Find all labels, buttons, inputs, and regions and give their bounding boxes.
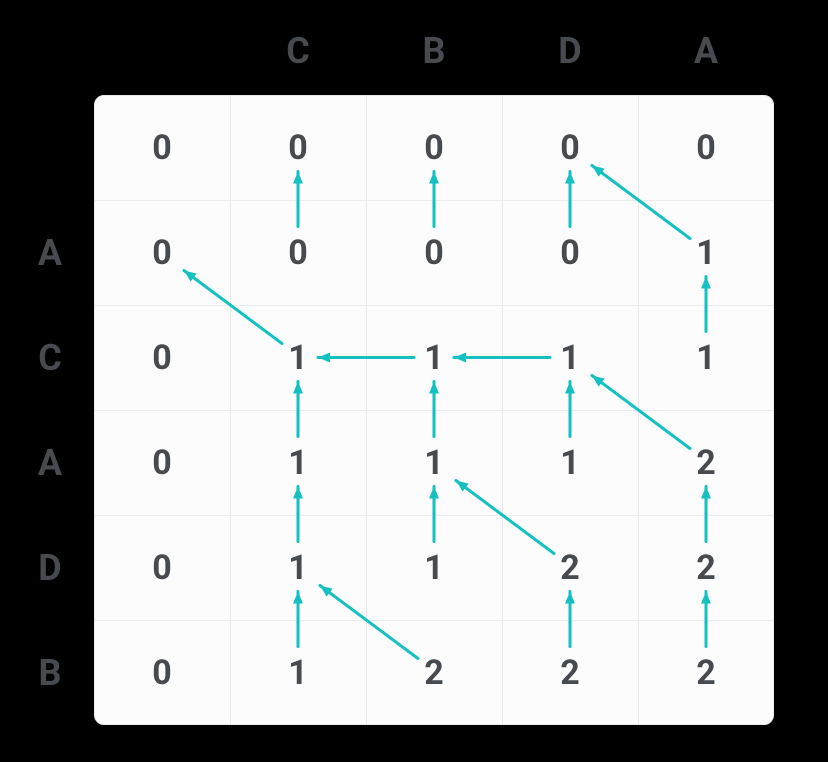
table-cell: 1 <box>424 443 444 483</box>
table-cell: 0 <box>560 233 580 273</box>
table-cell: 1 <box>424 548 444 588</box>
table-cell: 0 <box>424 233 444 273</box>
row-header: D <box>38 547 61 589</box>
table-cell: 1 <box>560 443 580 483</box>
grid-line-horizontal <box>94 620 774 621</box>
table-cell: 0 <box>288 128 308 168</box>
grid-line-horizontal <box>94 305 774 306</box>
table-cell: 0 <box>696 128 716 168</box>
table-cell: 2 <box>560 653 580 693</box>
grid-line-horizontal <box>94 410 774 411</box>
table-cell: 1 <box>560 338 580 378</box>
table-cell: 2 <box>696 653 716 693</box>
table-cell: 0 <box>152 128 172 168</box>
table-cell: 1 <box>288 338 308 378</box>
table-cell: 0 <box>288 233 308 273</box>
table-cell: 1 <box>424 338 444 378</box>
column-header: A <box>694 30 718 72</box>
table-cell: 0 <box>152 338 172 378</box>
row-header: C <box>38 337 62 379</box>
table-cell: 2 <box>560 548 580 588</box>
grid-line-horizontal <box>94 200 774 201</box>
table-cell: 1 <box>288 548 308 588</box>
table-cell: 0 <box>152 653 172 693</box>
table-cell: 0 <box>560 128 580 168</box>
table-cell: 0 <box>152 548 172 588</box>
table-cell: 2 <box>696 548 716 588</box>
table-cell: 0 <box>152 233 172 273</box>
grid-line-horizontal <box>94 515 774 516</box>
table-cell: 1 <box>288 443 308 483</box>
column-header: D <box>558 30 581 72</box>
table-cell: 2 <box>696 443 716 483</box>
dp-table-diagram: C B D A A C A D B 0 0 0 0 0 0 0 0 0 1 0 1 1 1 1 0 1 1 1 2 0 1 1 2 2 0 1 2 2 2 <box>0 0 828 762</box>
column-header: B <box>423 30 446 72</box>
row-header: B <box>39 652 62 694</box>
table-cell: 1 <box>696 233 716 273</box>
row-header: A <box>38 232 62 274</box>
table-cell: 1 <box>696 338 716 378</box>
table-cell: 0 <box>152 443 172 483</box>
table-cell: 1 <box>288 653 308 693</box>
table-cell: 0 <box>424 128 444 168</box>
row-header: A <box>38 442 62 484</box>
column-header: C <box>286 30 310 72</box>
table-cell: 2 <box>424 653 444 693</box>
